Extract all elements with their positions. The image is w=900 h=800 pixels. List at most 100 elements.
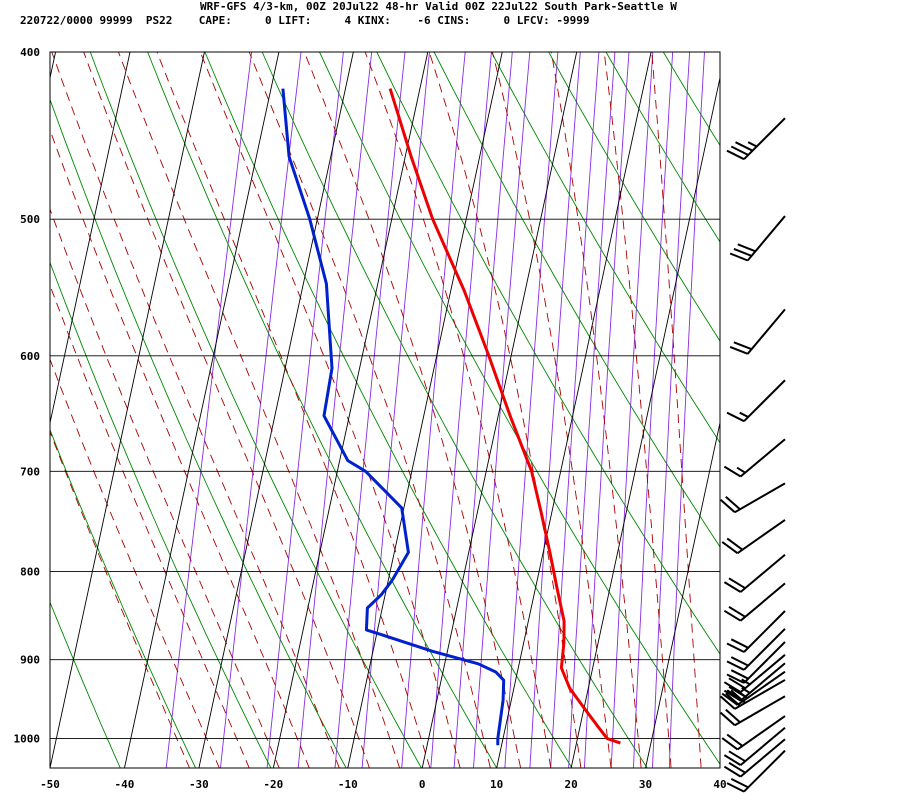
- x-tick-label: -20: [263, 778, 283, 791]
- axis-ticks: -50 -40 -30 -20 -10 0 10 20 30 40 400 500 600 700 800 9…: [14, 46, 727, 791]
- wind-barb-flag: [723, 765, 742, 778]
- wind-barb: [723, 553, 786, 593]
- moist-adiabat-line: [50, 207, 280, 768]
- dry-adiabat-line: [376, 52, 720, 655]
- wind-barb-flag: [730, 778, 749, 789]
- dry-adiabat-line: [605, 52, 720, 243]
- wind-barb-staff: [734, 695, 786, 727]
- isotherm-line: [645, 420, 720, 768]
- wind-barb: [726, 610, 786, 653]
- dewpoint-trace: [281, 88, 506, 746]
- mixing-ratio-line: [529, 52, 581, 768]
- dry-adiabat-line: [319, 52, 720, 765]
- wind-barb-flag: [725, 496, 741, 511]
- dry-adiabat-line: [50, 98, 347, 768]
- wind-barb: [723, 662, 786, 702]
- wind-barb: [719, 695, 786, 727]
- wind-barb-flag: [723, 681, 742, 693]
- wind-barb: [723, 654, 786, 693]
- wind-barb-flag: [725, 708, 741, 723]
- isotherm-line: [570, 75, 720, 768]
- y-tick-label: 700: [20, 465, 40, 478]
- wind-barb: [719, 482, 786, 514]
- wind-barb-flag: [733, 247, 752, 257]
- wind-barb-flag: [726, 149, 745, 161]
- x-tick-label: 0: [419, 778, 426, 791]
- mixing-ratio-line: [266, 52, 344, 768]
- y-tick-label: 1000: [14, 733, 41, 746]
- y-tick-label: 400: [20, 46, 40, 59]
- wind-barb-staff: [739, 553, 786, 593]
- wind-barb-flag: [735, 141, 753, 152]
- y-tick-label: 600: [20, 350, 40, 363]
- mixing-ratio-line: [220, 52, 302, 768]
- wind-barb-staff: [734, 482, 786, 514]
- moist-adiabat-line: [651, 52, 702, 768]
- wind-barb-flag: [726, 642, 745, 653]
- isotherm-line: [421, 52, 578, 768]
- x-tick-label: -50: [40, 778, 60, 791]
- mixing-ratio-line: [165, 52, 253, 768]
- moist-adiabat-line: [428, 52, 582, 768]
- moist-adiabat-line: [50, 358, 220, 768]
- moist-adiabat-line: [199, 52, 461, 768]
- wind-barb: [726, 379, 786, 423]
- wind-barb-flag: [728, 606, 746, 618]
- sounding-indices-line: 220722/0000 99999 PS22 CAPE: 0 LIFT: 4 K…: [20, 14, 590, 27]
- isotherm-line: [50, 52, 205, 768]
- moist-adiabat-line: [491, 52, 612, 768]
- wind-barb: [723, 582, 786, 622]
- mixing-ratio-line: [583, 52, 630, 768]
- dry-adiabat-line: [147, 52, 498, 768]
- wind-barb-flag: [719, 711, 736, 726]
- wind-barb: [729, 308, 786, 355]
- temperature-trace: [388, 88, 621, 745]
- moist-adiabat-line: [50, 128, 310, 768]
- wind-barb-staff: [739, 582, 786, 622]
- wind-barb-staff: [743, 117, 786, 160]
- background-lines: [50, 52, 720, 768]
- wind-barb-flag: [730, 656, 749, 667]
- y-tick-label: 500: [20, 213, 40, 226]
- wind-barb-flag: [726, 660, 745, 671]
- moist-adiabat-line: [364, 52, 552, 768]
- wind-barb: [726, 749, 786, 793]
- wind-barb-half-flag: [747, 141, 758, 148]
- moist-adiabat-line: [50, 430, 191, 768]
- wind-barb-staff: [743, 641, 786, 684]
- wind-barb-flag: [726, 673, 745, 684]
- wind-barb-half-flag: [741, 687, 751, 694]
- wind-barb: [723, 438, 786, 478]
- x-tick-label: -10: [338, 778, 358, 791]
- y-tick-label: 800: [20, 565, 40, 578]
- x-tick-label: -30: [189, 778, 209, 791]
- mixing-ratio-line: [504, 52, 559, 768]
- wind-barb: [721, 715, 786, 751]
- wind-barb-staff: [736, 670, 786, 706]
- dry-adiabat-line: [490, 52, 720, 444]
- wind-barbs: [719, 117, 786, 793]
- moist-adiabat-line: [51, 52, 340, 768]
- wind-barb-flag: [726, 411, 745, 423]
- moist-adiabat-line: [156, 52, 431, 768]
- wind-barb-flag: [737, 243, 756, 253]
- wind-barb-staff: [739, 738, 786, 778]
- wind-barb: [723, 738, 786, 778]
- wind-barb: [726, 117, 786, 161]
- wind-barb: [721, 519, 786, 555]
- y-tick-label: 900: [20, 654, 40, 667]
- dry-adiabat-line: [204, 52, 573, 768]
- dry-adiabat-line: [548, 52, 720, 342]
- wind-barb-flag: [726, 733, 743, 747]
- x-tick-label: 10: [490, 778, 503, 791]
- wind-barb-staff: [743, 628, 786, 671]
- moist-adiabat-line: [248, 52, 491, 768]
- wind-barb-staff: [739, 662, 786, 702]
- mixing-ratio-line: [668, 52, 705, 768]
- dry-adiabat-line: [89, 52, 422, 768]
- isotherm-line: [272, 52, 429, 768]
- mixing-ratio-line: [297, 52, 373, 768]
- isotherm-line: [496, 52, 652, 768]
- moist-adiabat-line: [603, 52, 672, 768]
- wind-barb-flag: [728, 685, 746, 698]
